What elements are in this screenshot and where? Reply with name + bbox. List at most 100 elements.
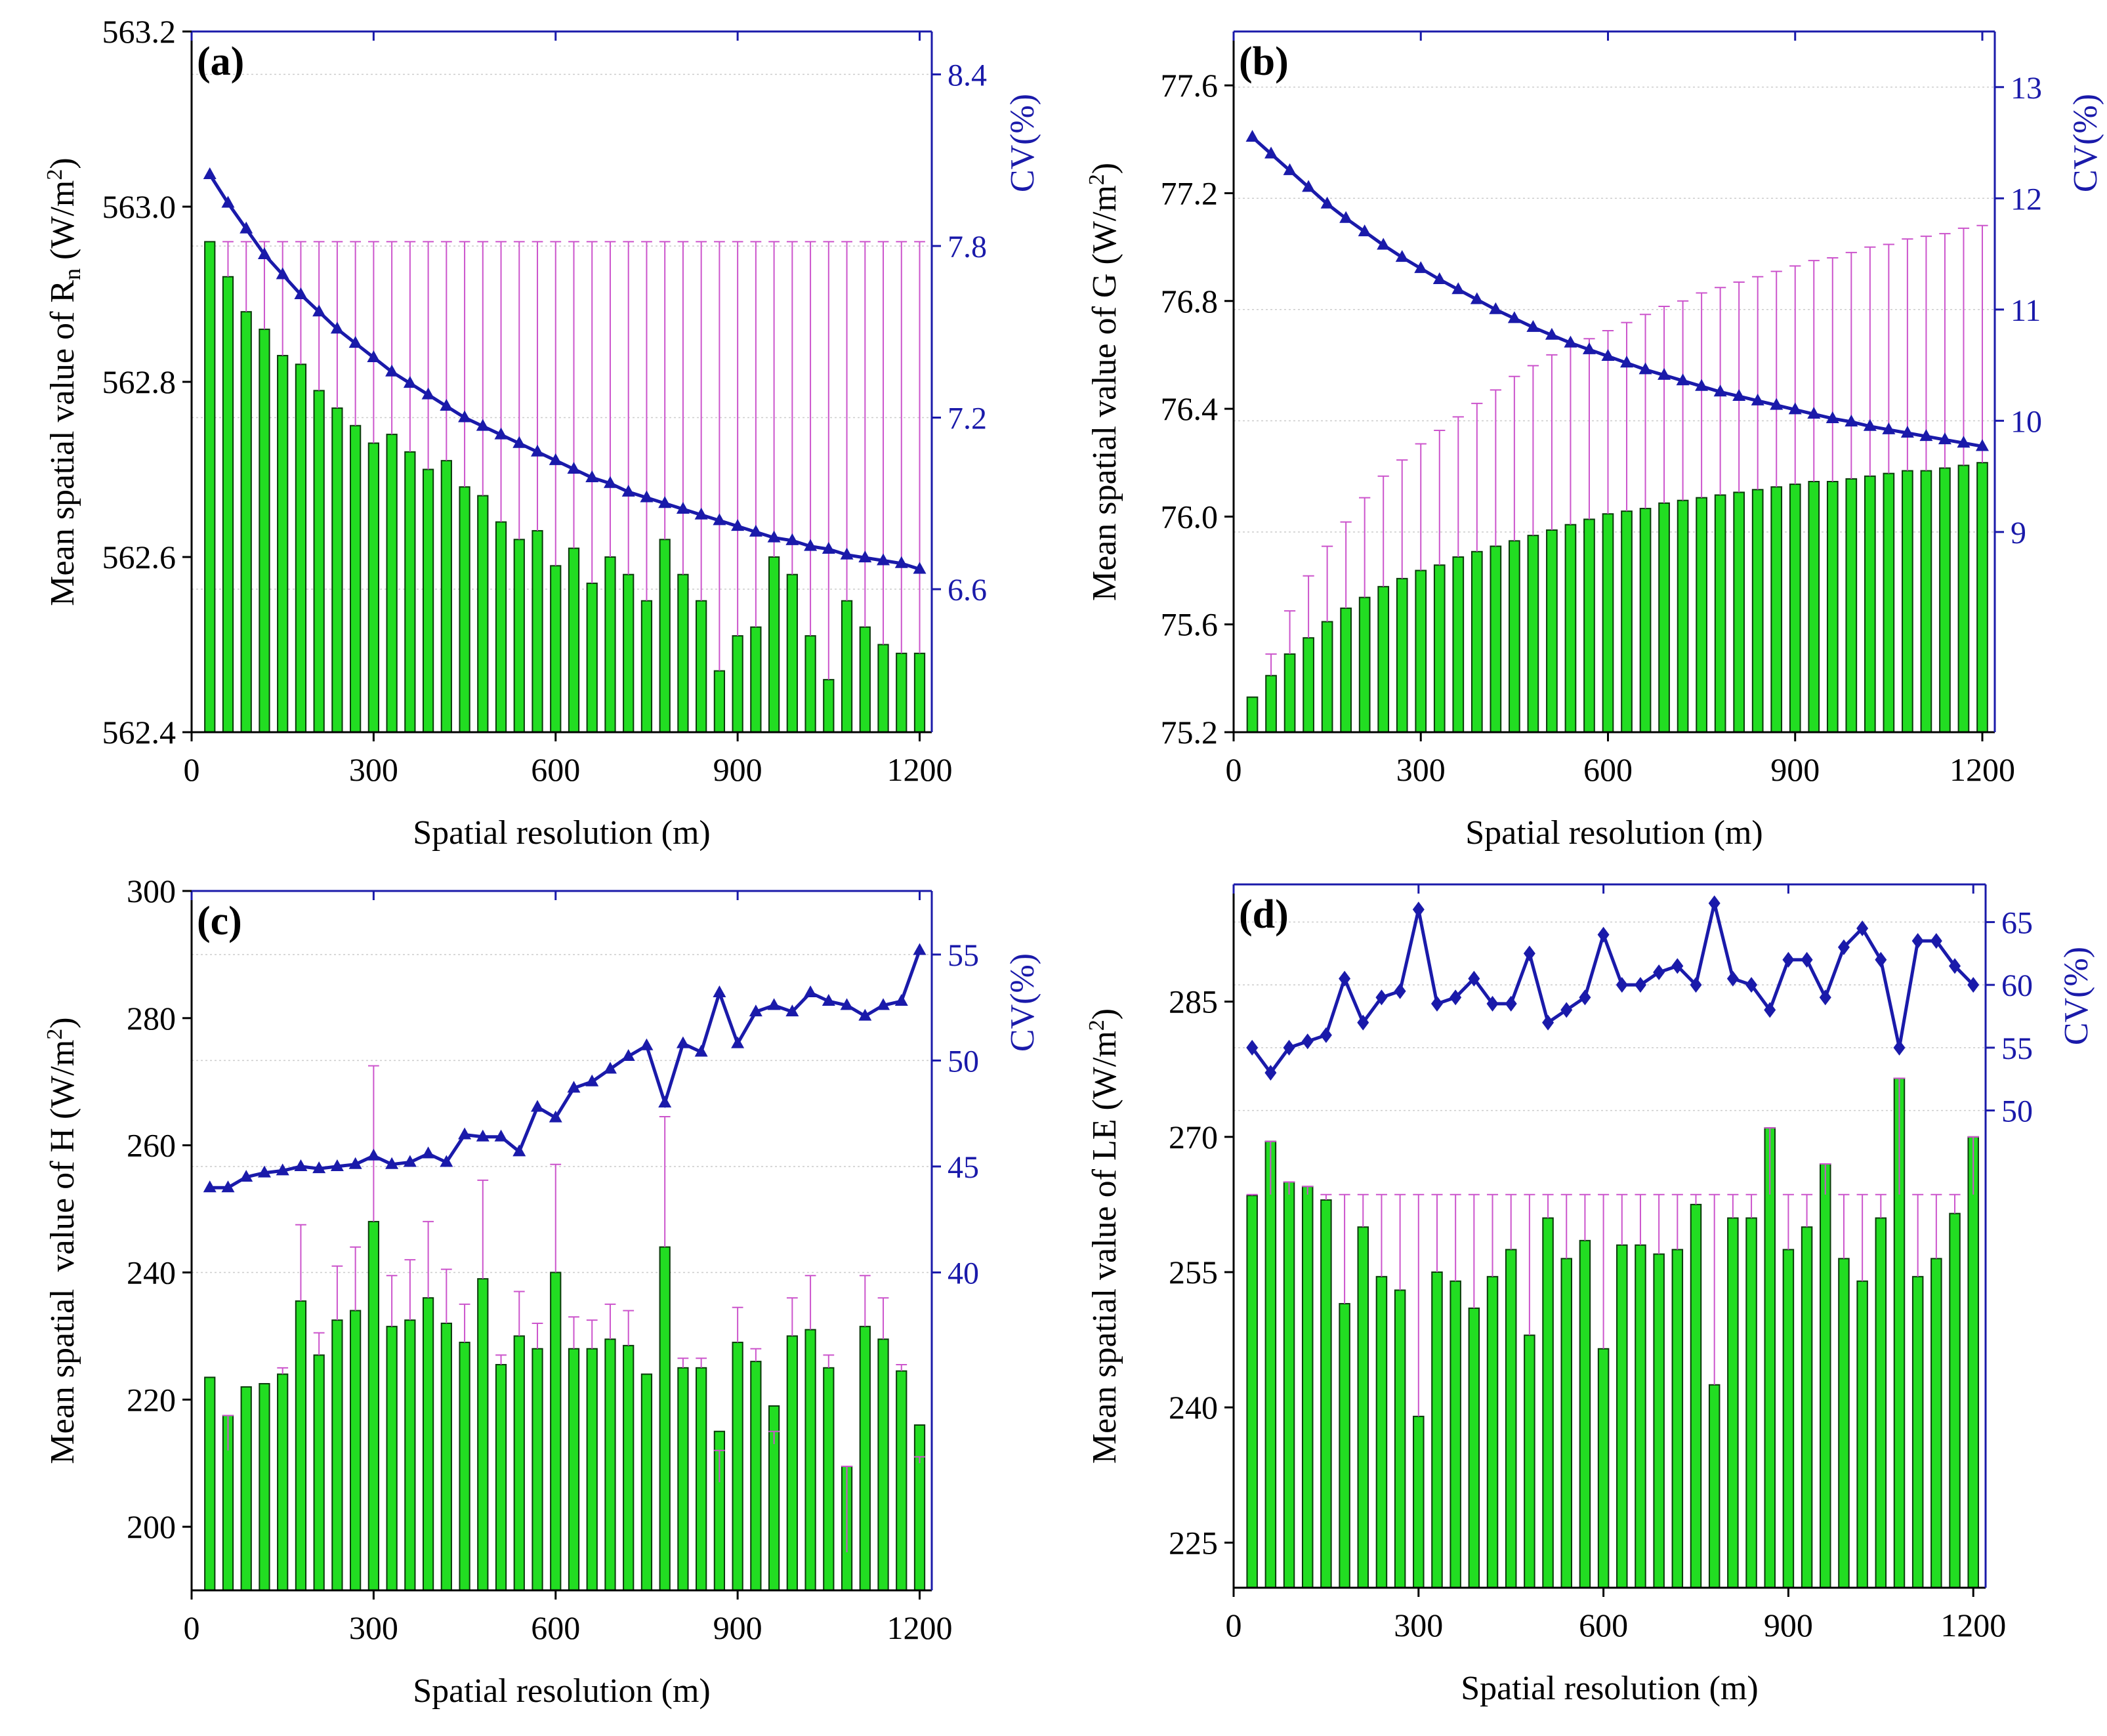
panel-d-bar-20 [1616, 1244, 1628, 1588]
panel-a-bar-13 [440, 460, 452, 734]
panel-c-cv-marker-25 [658, 1096, 672, 1108]
panel-c-cv-marker-16 [494, 1129, 508, 1142]
panel-c-cv-marker-37 [877, 998, 890, 1010]
panel-a-cv-marker-6 [312, 304, 326, 317]
panel-a-cv-marker-3 [257, 247, 271, 260]
panel-b-cv-marker-20 [1620, 356, 1634, 368]
panel-a-cv-marker-23 [621, 484, 635, 497]
panel-d-bar-39 [1967, 1136, 1979, 1589]
panel-d-cv-tick-label-0: 50 [2001, 1094, 2033, 1129]
panel-b-cv-marker-16 [1545, 327, 1558, 340]
panel-d-cv-marker-2 [1283, 1039, 1295, 1056]
panel-d-bar-29 [1782, 1249, 1795, 1588]
panel-b-cv-marker-8 [1395, 250, 1409, 262]
panel-c-bar-10 [386, 1325, 398, 1591]
panel-a-bar-23 [623, 573, 635, 734]
panel-a-bar-29 [732, 635, 743, 734]
panel-b-bar-12 [1471, 550, 1483, 733]
panel-b-cv-marker-0 [1245, 130, 1259, 142]
panel-a-bar-5 [295, 363, 307, 733]
panel-a-cv-marker-7 [330, 321, 344, 334]
panel-a-bar-24 [640, 600, 653, 733]
panel-d-y-tick-label-1: 240 [1169, 1389, 1218, 1426]
panel-c-label: (c) [197, 899, 242, 943]
panel-c-y-axis-title: Mean spatial value of H (W/m2) [43, 1017, 81, 1464]
panel-a-cv-tick-label-1: 7.2 [948, 401, 987, 436]
panel-b-x-tick-label-0: 0 [1226, 751, 1242, 788]
panel-a-bar-6 [313, 390, 325, 733]
panel-a-cv-marker-31 [767, 530, 781, 543]
panel-d-cv-marker-27 [1745, 977, 1758, 993]
panel-b-bar-35 [1902, 470, 1913, 733]
panel-b-x-tick-label-2: 600 [1583, 751, 1633, 788]
panel-a-bar-37 [877, 644, 889, 733]
panel-a-cv-marker-34 [822, 542, 835, 554]
panel-d-bar-15 [1524, 1334, 1535, 1588]
panel-d-bar-22 [1653, 1253, 1665, 1588]
panel-b-cv-marker-28 [1770, 398, 1784, 410]
panel-c-cv-marker-7 [330, 1159, 344, 1171]
panel-b-bar-26 [1733, 491, 1745, 734]
panel-d-cv-marker-24 [1690, 977, 1702, 993]
panel-c-bar-39 [913, 1424, 926, 1592]
panel-d-cv-marker-17 [1560, 1002, 1573, 1018]
panel-d-bar-31 [1820, 1163, 1831, 1588]
panel-d-cv-marker-26 [1726, 970, 1739, 987]
panel-c-bar-32 [786, 1335, 798, 1591]
panel-d-cv-marker-30 [1801, 951, 1813, 968]
panel-c-bar-16 [495, 1363, 507, 1591]
panel-d-cv-tick-label-3: 65 [2001, 905, 2033, 940]
panel-b-bar-13 [1490, 545, 1502, 733]
panel-b-bar-6 [1358, 596, 1371, 733]
panel-c-bar-37 [877, 1338, 889, 1592]
panel-a-bar-33 [804, 635, 816, 734]
panel-c-cv-marker-0 [203, 1180, 217, 1193]
panel-d-bar-27 [1745, 1217, 1757, 1588]
panel-c-cv-line [209, 949, 921, 1189]
panel-c-cv-marker-11 [403, 1155, 417, 1167]
panel-a-bar-14 [459, 486, 470, 733]
panel-a-bar-20 [568, 547, 580, 734]
panel-c-bar-7 [331, 1319, 343, 1591]
panel-c-y-tick-label-3: 260 [127, 1127, 176, 1164]
panel-d-cv-marker-33 [1856, 920, 1869, 936]
panel-d-bar-13 [1486, 1275, 1499, 1589]
panel-b-x-tick-label-1: 300 [1396, 751, 1446, 788]
panel-a-cv-marker-15 [476, 419, 490, 431]
panel-d-bar-18 [1579, 1239, 1591, 1589]
panel-b-y-tick-label-4: 76.8 [1161, 283, 1219, 320]
panel-c-cv-marker-3 [257, 1165, 271, 1178]
panel-c-x-tick-label-0: 0 [184, 1609, 200, 1646]
panel-b-cv-marker-24 [1695, 379, 1709, 391]
panel-b-y-tick-label-3: 76.4 [1161, 390, 1219, 427]
panel-b-cv-marker-33 [1863, 419, 1877, 431]
panel-b-y-tick-label-1: 75.6 [1161, 606, 1219, 643]
panel-b-cv-marker-34 [1882, 422, 1896, 434]
panel-b-cv-marker-13 [1489, 302, 1503, 314]
panel-a-cv-marker-4 [276, 267, 289, 279]
panel-c-cv-marker-28 [713, 985, 726, 998]
panel-a-cv-marker-22 [603, 476, 617, 488]
panel-d-cv-marker-3 [1301, 1033, 1314, 1050]
panel-c-cv-marker-15 [476, 1129, 490, 1142]
panel-d-bar-23 [1671, 1249, 1684, 1588]
panel-b-bar-19 [1602, 513, 1614, 733]
panel-d-cv-marker-14 [1505, 995, 1517, 1012]
panel-d-cv-marker-34 [1875, 951, 1887, 968]
panel-a-bar-1 [222, 276, 234, 733]
panel-d-bar-0 [1246, 1195, 1258, 1588]
panel-d-cv-marker-10 [1430, 995, 1443, 1012]
panel-b-x-tick-label-4: 1200 [1950, 751, 2015, 788]
panel-b-bar-9 [1415, 569, 1427, 733]
panel-c: 0 300 600 900 1200 200 220 240 260 280 300 40 45 50 55… [43, 873, 1041, 1710]
panel-c-bar-23 [623, 1344, 635, 1591]
panel-c-bar-5 [295, 1300, 307, 1591]
panel-b-cv-marker-3 [1302, 180, 1316, 192]
panel-d-cv-marker-25 [1708, 895, 1721, 911]
panel-a-cv-marker-14 [458, 410, 472, 423]
panel-c-cv-marker-23 [621, 1048, 635, 1061]
panel-b-y-tick-label-2: 76.0 [1161, 498, 1219, 535]
panel-c-bar-26 [677, 1367, 689, 1591]
panel-c-x-tick-label-4: 1200 [887, 1609, 953, 1646]
